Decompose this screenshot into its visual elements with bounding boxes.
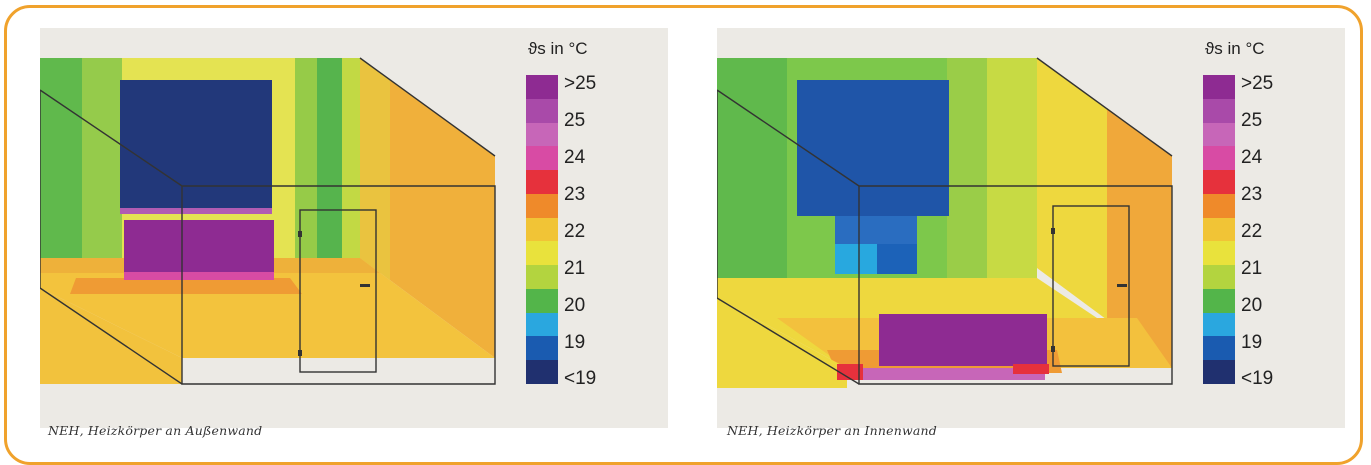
temperature-legend: ϑs in °C >25 25 24 23 22 21 20 19 <19	[526, 39, 646, 399]
legend-swatch	[1203, 265, 1235, 289]
legend-label: 19	[1241, 332, 1263, 353]
legend-label: 24	[564, 147, 586, 168]
room-frame-lines	[40, 57, 496, 385]
legend-swatch	[526, 360, 558, 384]
legend-label: 20	[1241, 295, 1263, 316]
radiator-hot-spot	[1013, 364, 1049, 374]
legend-swatch	[526, 312, 558, 337]
thermal-panel-outer-wall: ϑs in °C >25 25 24 23 22 21 20 19 <19	[40, 28, 668, 428]
legend-swatch	[1203, 146, 1235, 171]
legend-swatch	[1203, 75, 1235, 99]
window-sill	[120, 208, 272, 214]
legend-swatch	[1203, 193, 1235, 218]
door-hinge	[1051, 228, 1055, 234]
door-hinge	[298, 350, 302, 356]
legend-swatch	[526, 288, 558, 313]
legend-swatch	[1203, 98, 1235, 123]
legend-label: 21	[1241, 258, 1263, 279]
legend-swatch	[1203, 122, 1235, 147]
caption-inner-wall: NEH, Heizkörper an Innenwand	[727, 423, 937, 438]
legend-label: <19	[564, 368, 597, 389]
legend-label: >25	[564, 73, 597, 94]
floor-hot-strip	[124, 270, 274, 280]
legend-title: ϑs in °C	[528, 39, 588, 58]
room-thermal-render	[40, 57, 496, 385]
window-cold-patch	[835, 244, 877, 274]
room-thermal-render	[717, 57, 1173, 388]
right-wall-warm	[1107, 108, 1172, 368]
legend-label: >25	[1241, 73, 1274, 94]
legend-label: 25	[564, 110, 586, 131]
radiator-hot-strip	[845, 368, 1045, 380]
radiator	[879, 314, 1047, 366]
window	[120, 80, 272, 208]
door-handle	[1117, 284, 1127, 287]
back-wall-stripe	[82, 58, 122, 258]
back-wall-stripe	[295, 58, 317, 258]
legend-swatch	[526, 336, 558, 361]
radiator	[124, 220, 274, 272]
thermal-panel-inner-wall: ϑs in °C >25 25 24 23 22 21 20 19 <19	[717, 28, 1345, 428]
back-wall-stripe	[987, 58, 1037, 278]
legend-swatch	[1203, 170, 1235, 194]
legend-label: 25	[1241, 110, 1263, 131]
legend-label: 22	[1241, 221, 1263, 242]
legend-title: ϑs in °C	[1205, 39, 1265, 58]
right-wall-shade	[360, 58, 390, 280]
legend-label: <19	[1241, 368, 1274, 389]
legend-swatch	[526, 265, 558, 289]
temperature-legend: ϑs in °C >25 25 24 23 22 21 20 19 <19	[1203, 39, 1323, 399]
legend-swatch	[1203, 241, 1235, 266]
legend-color-bar	[526, 75, 558, 384]
legend-label: 22	[564, 221, 586, 242]
floor-front	[717, 298, 847, 388]
door-hinge	[298, 231, 302, 237]
legend-label: 20	[564, 295, 586, 316]
back-wall-stripe	[40, 58, 82, 258]
legend-swatch	[1203, 288, 1235, 313]
caption-outer-wall: NEH, Heizkörper an Außenwand	[48, 423, 263, 438]
legend-label: 21	[564, 258, 586, 279]
legend-swatch	[526, 98, 558, 123]
legend-label: 23	[1241, 184, 1263, 205]
window	[797, 80, 949, 216]
legend-swatch	[526, 193, 558, 218]
back-wall-stripe	[717, 58, 787, 278]
legend-label: 24	[1241, 147, 1263, 168]
legend-label: 23	[564, 184, 586, 205]
legend-swatch	[1203, 360, 1235, 384]
legend-swatch	[1203, 336, 1235, 361]
legend-swatch	[526, 146, 558, 171]
legend-swatch	[526, 75, 558, 99]
legend-swatch	[1203, 312, 1235, 337]
door-hinge	[1051, 346, 1055, 352]
window-lower	[835, 216, 917, 244]
legend-color-bar	[1203, 75, 1235, 384]
back-wall-stripe	[317, 58, 342, 258]
door-handle	[360, 284, 370, 287]
legend-swatch	[526, 241, 558, 266]
legend-label: 19	[564, 332, 586, 353]
back-wall-stripe	[947, 58, 987, 278]
window-lower	[877, 244, 917, 274]
legend-swatch	[526, 122, 558, 147]
back-wall-stripe	[342, 58, 360, 258]
floor-warm-zone	[70, 278, 302, 294]
legend-swatch	[526, 170, 558, 194]
legend-swatch	[526, 217, 558, 242]
radiator-hot-spot	[837, 364, 863, 380]
room-frame-lines	[717, 57, 1173, 385]
legend-swatch	[1203, 217, 1235, 242]
